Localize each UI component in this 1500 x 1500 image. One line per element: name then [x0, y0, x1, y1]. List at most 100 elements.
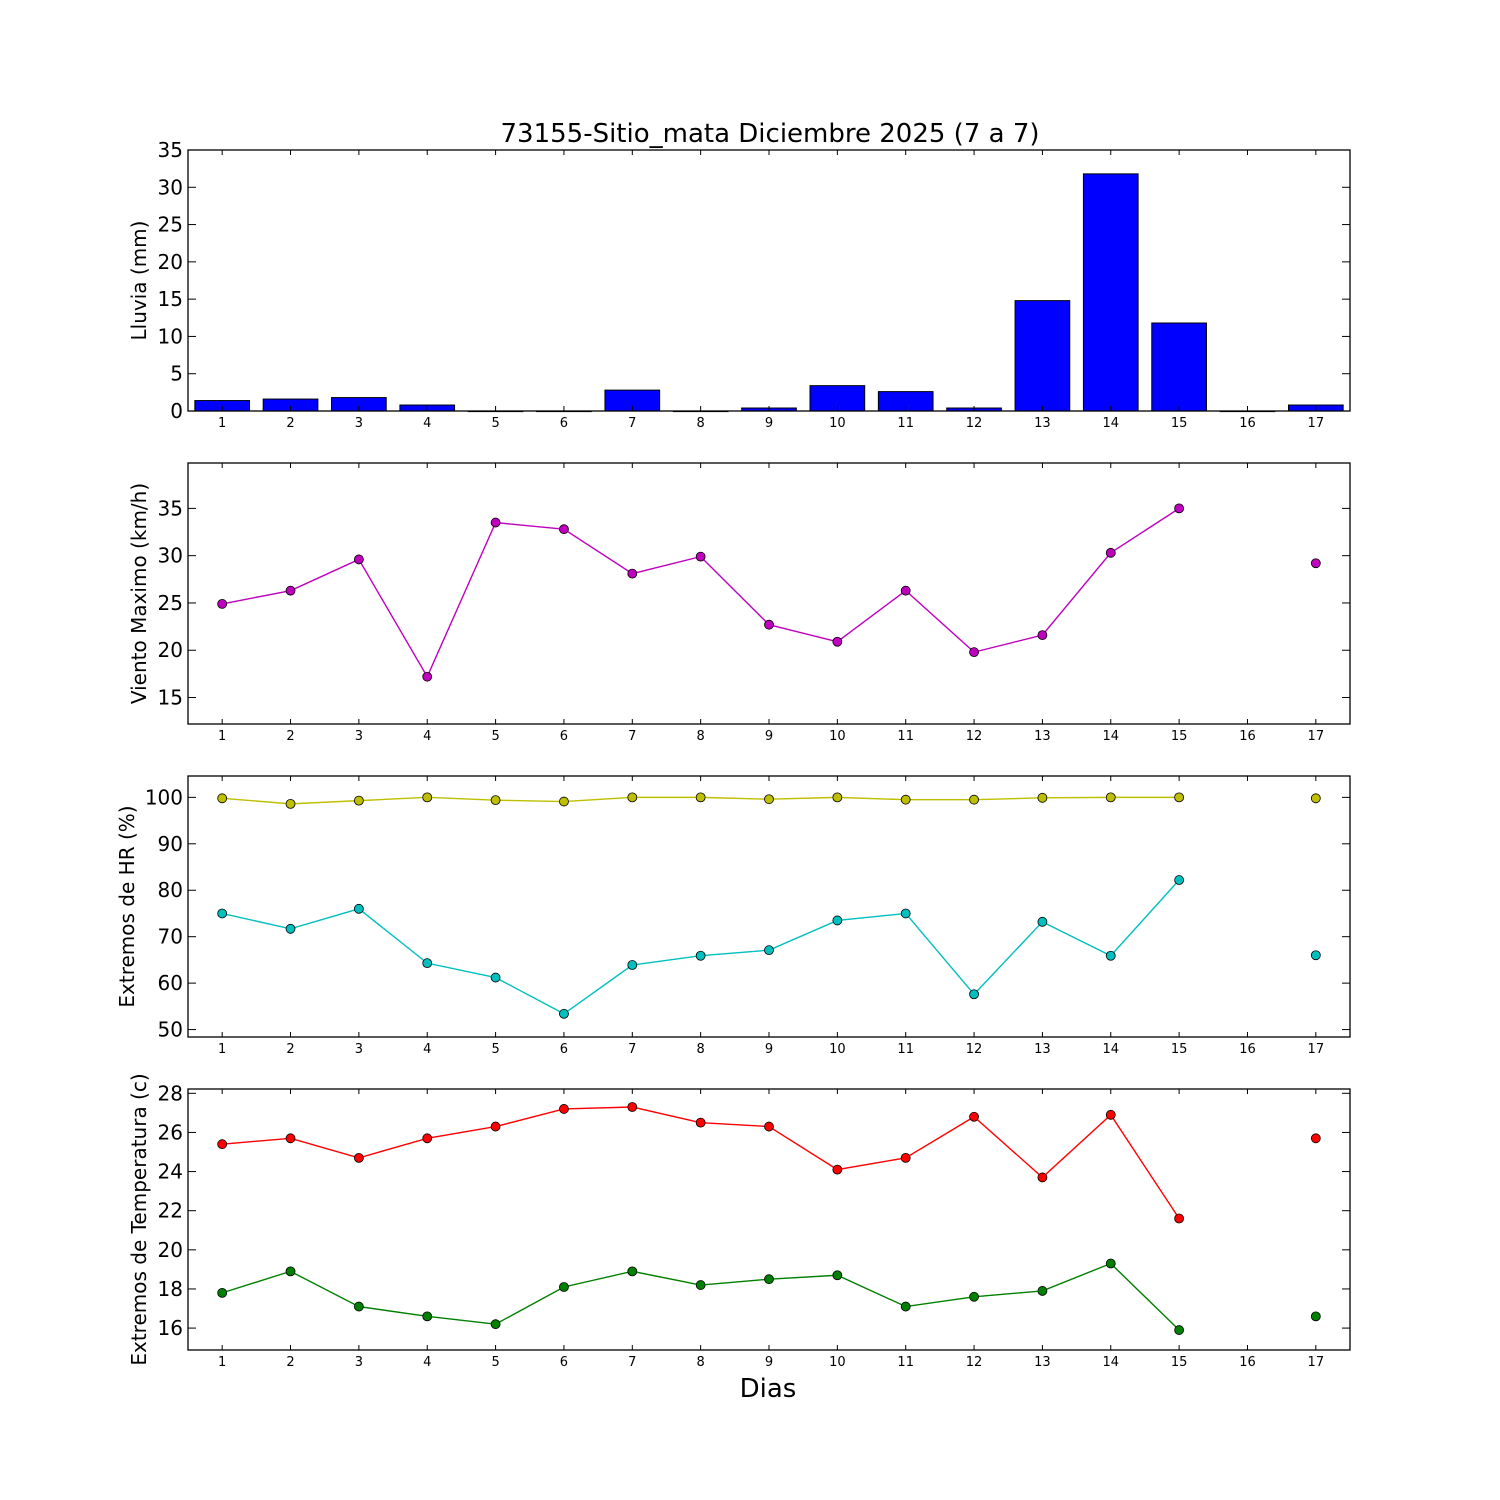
temperature-series-0-point: [422, 1133, 433, 1144]
humidity-series-0-point: [627, 792, 638, 803]
max-wind-xtick-label: 6: [560, 729, 568, 744]
temperature-series-0-point: [969, 1111, 979, 1122]
rainfall-xtick-label: 5: [491, 416, 499, 431]
rainfall-xtick-label: 9: [765, 416, 773, 431]
max-wind-series-0-point: [900, 585, 911, 596]
temperature-series-0-point: [353, 1152, 364, 1163]
temperature-xtick-label: 4: [423, 1355, 431, 1370]
temperature-series-1-point: [490, 1319, 501, 1330]
humidity-series-1-point: [900, 908, 911, 919]
humidity-series-1-point: [559, 1008, 569, 1019]
temperature-series-0-point: [1174, 1213, 1185, 1224]
temperature-series-1-point: [1105, 1258, 1116, 1269]
temperature-series-1-point: [764, 1274, 774, 1285]
temperature-xtick-label: 15: [1171, 1355, 1188, 1370]
temperature-series-1-point: [1037, 1286, 1048, 1296]
temperature-ytick-label: 24: [158, 1160, 183, 1184]
humidity-y-axis-label: Extremos de HR (%): [115, 805, 139, 1007]
humidity-xtick-label: 7: [628, 1042, 636, 1057]
max-wind-series-0-point: [353, 554, 364, 565]
rainfall-xtick-label: 2: [286, 416, 294, 431]
temperature-xtick-label: 6: [560, 1355, 568, 1370]
rainfall-xtick-label: 14: [1102, 416, 1119, 431]
rainfall-ytick-label: 25: [158, 213, 183, 237]
humidity-series-0-point: [1105, 792, 1116, 803]
temperature-series-1-point: [422, 1311, 433, 1322]
max-wind-series-0-point: [832, 636, 843, 647]
temperature-series-0-point: [490, 1121, 501, 1132]
humidity-ytick-label: 90: [158, 832, 183, 856]
max-wind-xtick-label: 4: [423, 729, 431, 744]
rainfall-ytick-label: 10: [158, 324, 183, 348]
humidity-xtick-label: 16: [1239, 1042, 1256, 1057]
x-axis-label: Dias: [740, 1374, 797, 1404]
temperature-series-1-point: [832, 1270, 843, 1281]
rainfall-xtick-label: 15: [1171, 416, 1188, 431]
temperature-series-1-point: [1174, 1325, 1185, 1335]
max-wind-ytick-label: 25: [158, 591, 183, 615]
humidity-series-0-point: [559, 796, 569, 807]
humidity-series-0-point: [1310, 793, 1321, 804]
max-wind-xtick-label: 15: [1171, 729, 1188, 744]
max-wind-xtick-label: 16: [1239, 729, 1256, 744]
temperature-xtick-label: 16: [1239, 1355, 1256, 1370]
temperature-series-0-point: [627, 1102, 638, 1112]
humidity-ytick-label: 60: [158, 971, 183, 995]
rainfall-ytick-label: 20: [158, 250, 183, 274]
rainfall-xtick-label: 16: [1239, 416, 1256, 431]
humidity-ytick-label: 70: [158, 925, 183, 949]
max-wind-series-0-point: [764, 619, 774, 630]
rainfall-panel: 1 2 3 4 5 6 7 8 9 10 11 12 13 14 15 16 1705101520253035L…: [127, 138, 1351, 431]
humidity-ytick-label: 50: [158, 1018, 183, 1042]
humidity-xtick-label: 10: [829, 1042, 846, 1057]
humidity-series-1-point: [285, 923, 296, 934]
chart-title: 73155-Sitio_mata Diciembre 2025 (7 a 7): [500, 119, 1039, 149]
humidity-series-0-point: [764, 794, 774, 805]
humidity-series-0-point: [695, 792, 706, 803]
max-wind-xtick-label: 9: [765, 729, 773, 744]
temperature-xtick-label: 5: [491, 1355, 499, 1370]
humidity-series-0-point: [285, 798, 296, 809]
temperature-xtick-label: 12: [966, 1355, 983, 1370]
max-wind-xtick-label: 5: [491, 729, 499, 744]
temperature-ytick-label: 22: [158, 1199, 183, 1223]
max-wind-y-axis-label: Viento Maximo (km/h): [127, 483, 151, 704]
humidity-series-1-point: [1310, 950, 1321, 961]
panels: 1 2 3 4 5 6 7 8 9 10 11 12 13 14 15 16 1705101520253035L…: [115, 138, 1351, 1370]
humidity-ytick-label: 80: [158, 878, 183, 902]
max-wind-xtick-label: 10: [829, 729, 846, 744]
humidity-series-0-point: [490, 795, 501, 806]
rainfall-y-axis-label: Lluvia (mm): [127, 221, 151, 341]
rainfall-xtick-label: 8: [697, 416, 705, 431]
temperature-series-1-point: [353, 1301, 364, 1312]
humidity-xtick-label: 11: [897, 1042, 914, 1057]
max-wind-xtick-label: 3: [355, 729, 363, 744]
humidity-series-1-point: [1037, 916, 1048, 927]
rainfall-xtick-label: 4: [423, 416, 431, 431]
humidity-ytick-label: 100: [145, 785, 183, 809]
humidity-series-1-point: [1174, 875, 1185, 885]
humidity-xtick-label: 8: [697, 1042, 705, 1057]
humidity-series-1-point: [969, 989, 979, 1000]
temperature-series-1-point: [217, 1287, 228, 1298]
max-wind-xtick-label: 12: [966, 729, 983, 744]
max-wind-ytick-label: 30: [158, 544, 183, 568]
max-wind-xtick-label: 13: [1034, 729, 1051, 744]
humidity-series-1-point: [764, 945, 774, 956]
humidity-xtick-label: 9: [765, 1042, 773, 1057]
max-wind-ytick-label: 15: [158, 686, 183, 710]
humidity-xtick-label: 4: [423, 1042, 431, 1057]
humidity-xtick-label: 12: [966, 1042, 983, 1057]
temperature-series-0-point: [1037, 1172, 1048, 1183]
rainfall-xtick-label: 10: [829, 416, 846, 431]
max-wind-ytick-label: 20: [158, 638, 183, 662]
temperature-xtick-label: 13: [1034, 1355, 1051, 1370]
humidity-series-0-point: [422, 792, 433, 803]
temperature-xtick-label: 7: [628, 1355, 636, 1370]
temperature-series-0-point: [900, 1152, 911, 1163]
humidity-series-1-point: [1105, 950, 1116, 961]
temperature-series-1-point: [285, 1266, 296, 1277]
temperature-series-1-point: [695, 1280, 706, 1290]
